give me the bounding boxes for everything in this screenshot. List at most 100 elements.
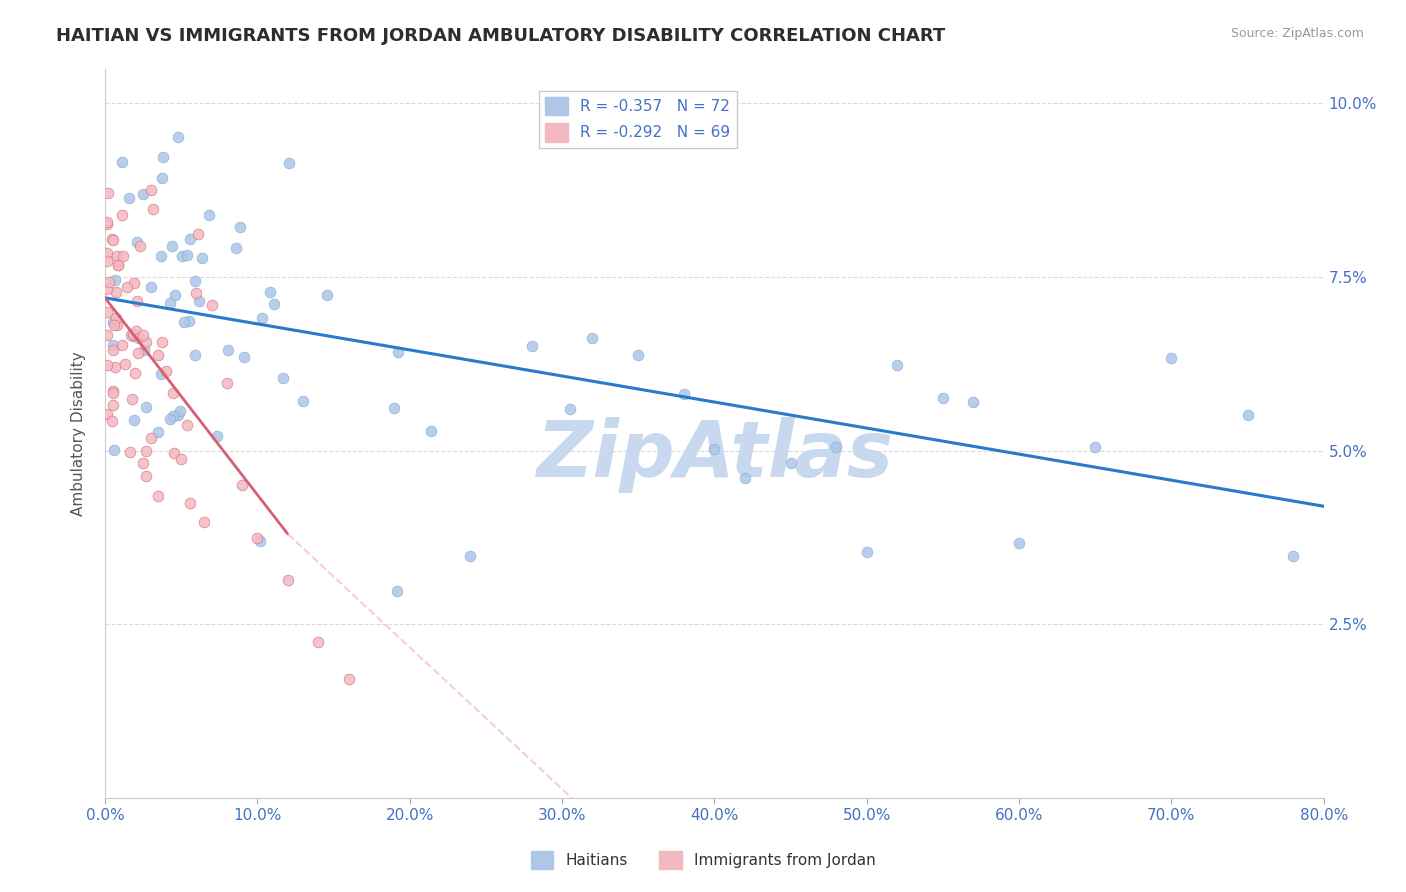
Point xyxy=(932,391,955,405)
Point xyxy=(170,249,193,263)
Point xyxy=(170,452,193,467)
Point xyxy=(173,315,195,329)
Point xyxy=(263,297,285,311)
Point xyxy=(387,344,409,359)
Point xyxy=(114,357,136,371)
Point xyxy=(886,358,908,372)
Point xyxy=(107,258,129,272)
Point xyxy=(217,343,239,358)
Point xyxy=(167,408,190,422)
Point xyxy=(132,327,155,342)
Point xyxy=(197,208,219,222)
Legend: Haitians, Immigrants from Jordan: Haitians, Immigrants from Jordan xyxy=(524,845,882,875)
Point xyxy=(315,287,337,301)
Point xyxy=(184,348,207,362)
Point xyxy=(167,130,190,145)
Point xyxy=(132,186,155,201)
Point xyxy=(169,403,191,417)
Point xyxy=(128,331,150,345)
Point xyxy=(382,401,405,415)
Point xyxy=(135,469,157,483)
Y-axis label: Ambulatory Disability: Ambulatory Disability xyxy=(72,351,86,516)
Point xyxy=(97,186,120,200)
Point xyxy=(225,241,247,255)
Point xyxy=(96,246,118,260)
Point xyxy=(855,544,877,558)
Point xyxy=(122,327,145,342)
Point xyxy=(107,258,129,272)
Point xyxy=(627,348,650,362)
Point xyxy=(520,339,543,353)
Point xyxy=(246,532,269,546)
Point xyxy=(121,392,143,407)
Point xyxy=(104,285,127,300)
Point xyxy=(148,489,170,503)
Point xyxy=(307,635,329,649)
Point xyxy=(103,315,125,329)
Point xyxy=(558,401,581,416)
Point xyxy=(104,273,127,287)
Point xyxy=(277,573,299,587)
Point xyxy=(962,395,984,409)
Point xyxy=(160,239,183,253)
Point xyxy=(103,442,125,457)
Point xyxy=(150,249,173,263)
Point xyxy=(96,253,118,268)
Point xyxy=(150,335,173,350)
Point xyxy=(232,351,254,365)
Point xyxy=(142,202,165,216)
Point xyxy=(186,227,208,241)
Point xyxy=(96,407,118,421)
Point xyxy=(387,584,409,599)
Point xyxy=(131,457,153,471)
Point xyxy=(179,496,201,510)
Point xyxy=(184,274,207,288)
Point xyxy=(159,296,181,310)
Point xyxy=(139,431,162,445)
Point xyxy=(122,329,145,343)
Point xyxy=(155,364,177,378)
Point xyxy=(179,314,201,328)
Point xyxy=(120,327,142,342)
Point xyxy=(111,208,134,222)
Point xyxy=(96,359,118,373)
Point xyxy=(103,318,125,332)
Point xyxy=(215,376,238,390)
Text: Source: ZipAtlas.com: Source: ZipAtlas.com xyxy=(1230,27,1364,40)
Point xyxy=(337,672,360,686)
Point xyxy=(134,343,156,358)
Point xyxy=(122,413,145,427)
Point xyxy=(292,393,315,408)
Point xyxy=(152,150,174,164)
Point xyxy=(105,249,128,263)
Point xyxy=(101,233,124,247)
Point xyxy=(105,318,128,332)
Point xyxy=(205,429,228,443)
Point xyxy=(165,287,187,301)
Point xyxy=(1008,535,1031,549)
Point xyxy=(186,286,208,301)
Text: ZipAtlas: ZipAtlas xyxy=(536,417,893,493)
Point xyxy=(135,400,157,414)
Point xyxy=(159,412,181,426)
Point xyxy=(120,445,142,459)
Point xyxy=(148,348,170,362)
Point xyxy=(1160,351,1182,365)
Point xyxy=(118,191,141,205)
Point xyxy=(188,294,211,309)
Point xyxy=(135,444,157,458)
Point xyxy=(115,280,138,294)
Point xyxy=(101,343,124,357)
Point xyxy=(139,183,162,197)
Point xyxy=(163,446,186,460)
Point xyxy=(779,456,801,470)
Point xyxy=(101,398,124,412)
Point xyxy=(96,215,118,229)
Point xyxy=(1084,441,1107,455)
Point xyxy=(703,442,725,456)
Point xyxy=(1282,549,1305,564)
Point xyxy=(111,249,134,263)
Point xyxy=(201,298,224,312)
Point xyxy=(179,232,201,246)
Point xyxy=(124,276,146,290)
